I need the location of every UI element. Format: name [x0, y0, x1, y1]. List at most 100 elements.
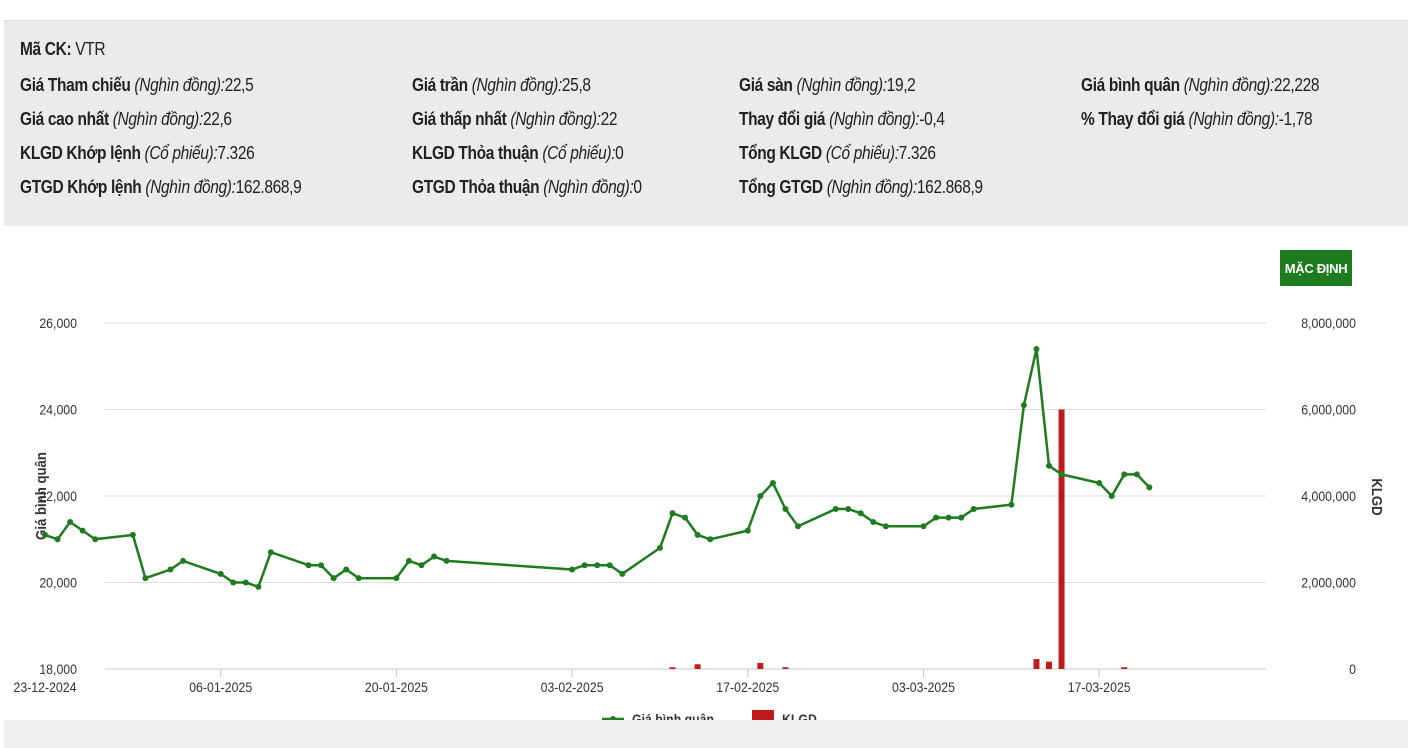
info-field-unit: (Nghìn đồng): [510, 109, 601, 129]
volume-bar [1046, 661, 1052, 669]
price-point [744, 527, 751, 534]
chart-area: MẶC ĐỊNH 18,000 0 20,000 2,000,000 22,000 4,0… [4, 226, 1408, 740]
price-point [795, 523, 801, 530]
price-point [217, 570, 224, 577]
price-point [594, 562, 601, 569]
price-point [242, 579, 249, 586]
y-tick-label: 24,000 [39, 402, 77, 418]
info-field-value: -0,4 [919, 109, 945, 129]
info-field-unit: (Nghìn đồng): [796, 75, 887, 95]
x-tick-label: 17-03-2025 [1068, 679, 1131, 695]
price-point [431, 553, 438, 560]
info-field-label: Giá trần [412, 75, 468, 95]
price-point [1033, 345, 1040, 352]
info-field: Thay đổi giá (Nghìn đồng):-0,4 [739, 109, 945, 130]
info-field-value: 22,6 [202, 109, 232, 129]
info-field-unit: (Nghìn đồng): [829, 109, 920, 129]
price-point [682, 514, 689, 521]
price-point [355, 575, 362, 582]
info-field-value: -1,78 [1278, 109, 1313, 129]
info-row-2: Giá cao nhất (Nghìn đồng): 22,6 Giá thấp n… [4, 109, 1408, 139]
info-field-unit: (Nghìn đồng): [471, 75, 563, 95]
info-field: Giá bình quân (Nghìn đồng):22,228 [1081, 75, 1320, 96]
info-field-value: 22 [600, 109, 618, 129]
info-field-value: 7.326 [898, 143, 936, 163]
price-point [945, 514, 952, 521]
bottom-bar [4, 720, 1408, 748]
price-point [42, 531, 48, 538]
info-field-label: Tổng GTGD [739, 177, 823, 197]
info-field-label: Giá thấp nhất [412, 109, 507, 129]
y2-axis-title: KLGD [1369, 478, 1386, 515]
x-tick-label: 17-02-2025 [716, 679, 779, 695]
price-point [418, 562, 425, 569]
price-point [782, 505, 789, 512]
volume-bar [1058, 409, 1065, 669]
info-field-label: Tổng KLGD [739, 143, 822, 163]
info-field-value: 19,2 [886, 75, 916, 95]
info-field: Tổng GTGD (Nghìn đồng):162.868,9 [739, 177, 983, 198]
page-frame: Mã CK: VTR Giá Tham chiếu (Nghìn đồng):2… [0, 20, 1410, 740]
info-field: Giá thấp nhất (Nghìn đồng):22 [412, 109, 617, 130]
info-field-label: % Thay đổi giá [1081, 109, 1185, 129]
price-point [443, 557, 450, 564]
x-tick-label: 03-03-2025 [892, 679, 955, 695]
info-field: KLGD Thỏa thuận (Cổ phiếu):0 [412, 143, 624, 164]
price-point [694, 531, 701, 538]
default-view-button[interactable]: MẶC ĐỊNH [1280, 250, 1352, 286]
price-point [1058, 471, 1065, 478]
price-point [142, 575, 149, 582]
y2-tick-label: 2,000,000 [1301, 575, 1356, 591]
info-row-1: Giá Tham chiếu (Nghìn đồng):22,5 Giá trần… [4, 75, 1408, 105]
price-point [581, 562, 588, 569]
price-point [54, 536, 61, 543]
info-field-value: 0 [633, 177, 642, 197]
price-point [1096, 480, 1103, 487]
y2-tick-label: 0 [1349, 661, 1356, 677]
info-field: GTGD Khớp lệnh (Nghìn đồng):162.868,9 [20, 177, 302, 198]
info-row-3: KLGD Khớp lệnh (Cổ phiếu):7.326 KLGD Thỏa… [4, 143, 1408, 173]
price-point [67, 518, 74, 525]
info-field-label: KLGD Thỏa thuận [412, 143, 539, 163]
x-tick-label: 23-12-2024 [14, 679, 77, 695]
volume-bar [669, 667, 676, 669]
price-point [167, 566, 174, 573]
price-point [1108, 493, 1115, 499]
price-point [230, 579, 237, 586]
y-tick-label: 20,000 [39, 575, 77, 591]
info-field-unit: (Cổ phiếu): [144, 143, 218, 163]
info-field: KLGD Khớp lệnh (Cổ phiếu):7.326 [20, 143, 255, 164]
y2-tick-label: 8,000,000 [1301, 315, 1356, 331]
y2-tick-label: 4,000,000 [1301, 488, 1356, 504]
info-row-4: GTGD Khớp lệnh (Nghìn đồng):162.868,9 GTG… [4, 177, 1408, 207]
price-point [92, 536, 99, 543]
price-point [882, 523, 889, 530]
price-point [267, 549, 274, 556]
stock-code: Mã CK: VTR [20, 39, 106, 59]
info-field: GTGD Thỏa thuận (Nghìn đồng):0 [412, 177, 642, 198]
info-field-unit: (Nghìn đồng): [134, 75, 225, 95]
x-tick-label: 20-01-2025 [365, 679, 428, 695]
info-field-unit: (Nghìn đồng): [826, 177, 918, 197]
price-point [920, 523, 927, 530]
y-axis-title: Giá bình quân [32, 452, 49, 540]
price-point [933, 514, 940, 521]
info-field-label: Giá cao nhất [20, 109, 109, 129]
price-point [180, 557, 187, 564]
volume-bar [694, 664, 701, 669]
price-point [405, 557, 412, 564]
price-point [79, 527, 86, 534]
price-line [44, 347, 1151, 589]
price-point [330, 575, 337, 582]
price-point [857, 510, 864, 517]
price-point [1046, 462, 1052, 469]
price-point [970, 505, 977, 512]
price-point [1121, 471, 1128, 478]
info-field-value: 22,228 [1273, 75, 1320, 95]
price-point [129, 531, 136, 538]
price-point [757, 493, 764, 499]
price-point [1146, 484, 1153, 491]
info-field-unit: (Cổ phiếu): [542, 143, 616, 163]
info-field-value: 22,5 [224, 75, 254, 95]
info-field-label: GTGD Thỏa thuận [412, 177, 540, 197]
